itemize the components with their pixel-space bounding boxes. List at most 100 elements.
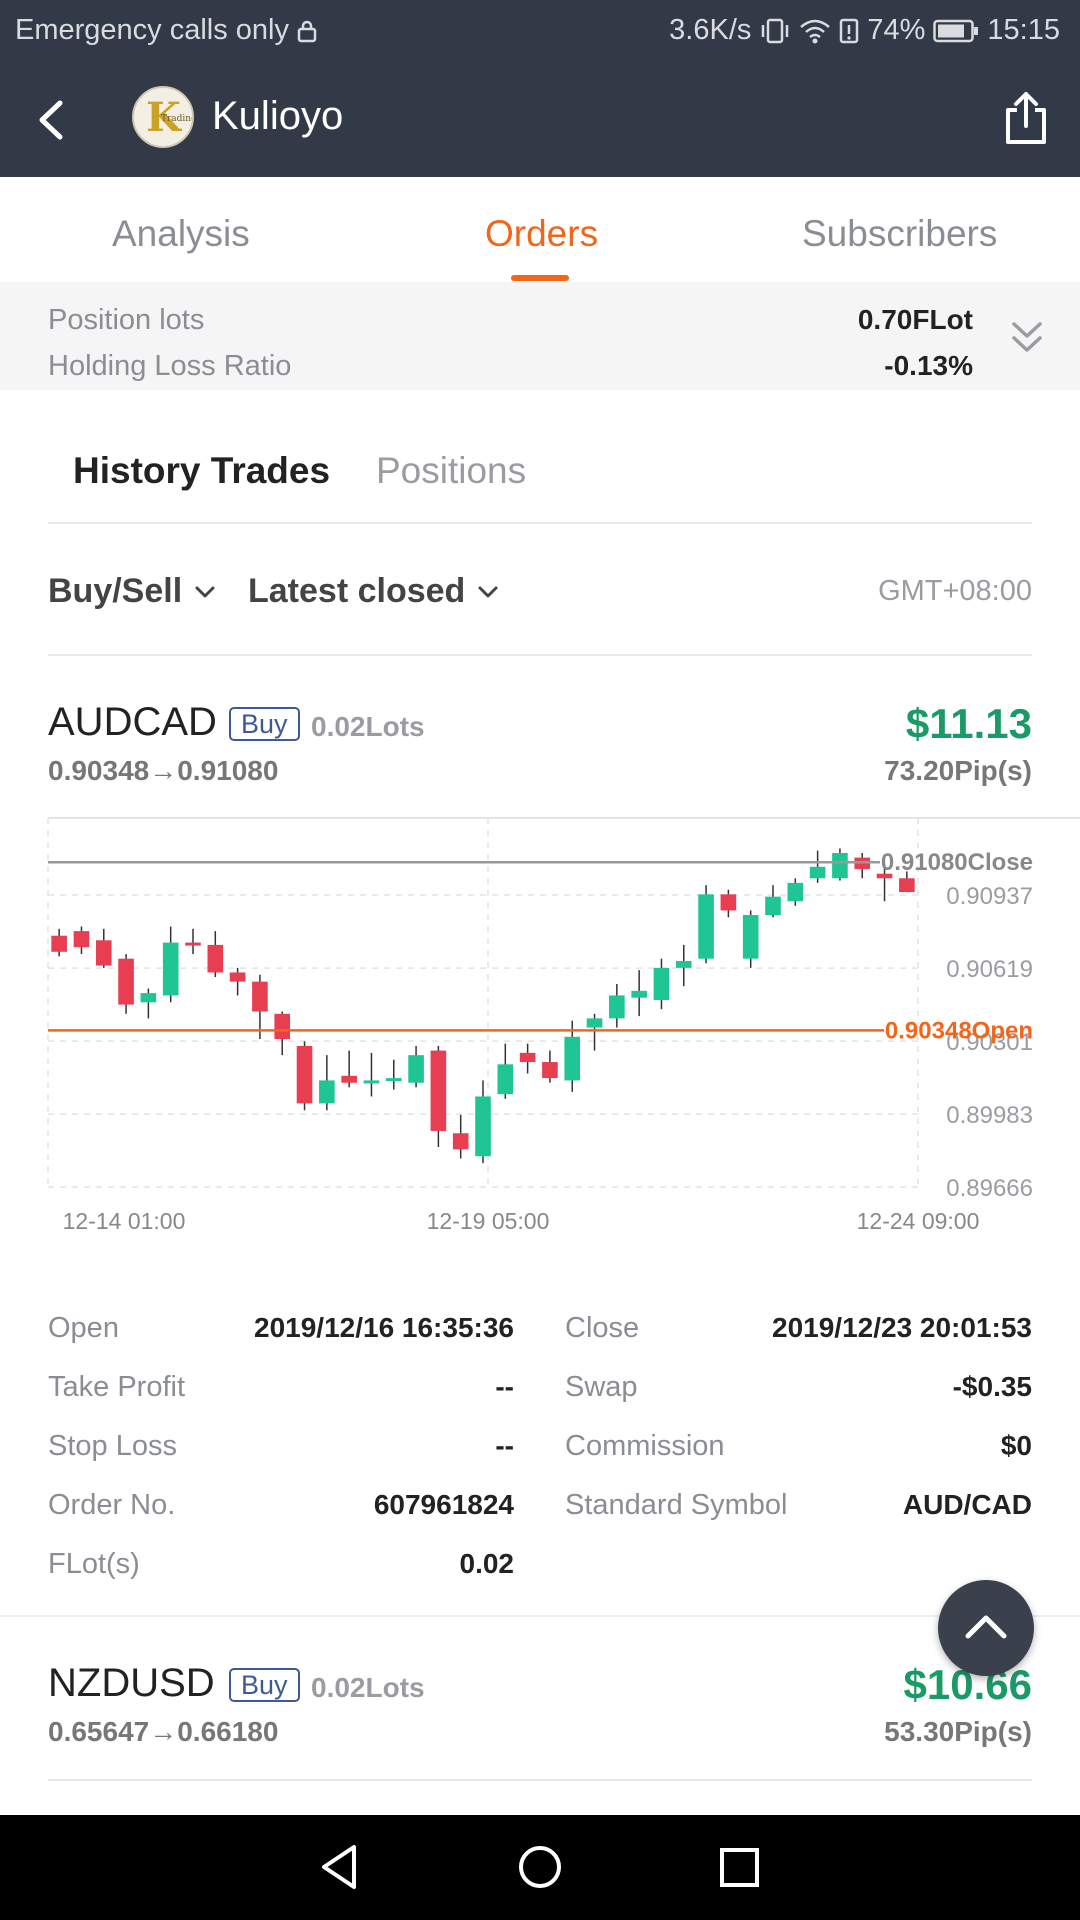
candle-up [363,1080,380,1084]
price-chart: 0.90937 0.90619 0.90301 0.89983 0.89666 12-14… [47,817,1080,1234]
sub-tabs: History Trades Positions [0,390,1080,523]
x-tick-label: 12-24 09:00 [857,1208,980,1234]
carrier-text: Emergency calls only [15,14,289,46]
flot-value: 0.02 [459,1548,515,1579]
avatar[interactable]: K Trading [132,86,194,148]
commission-label: Commission [565,1430,725,1462]
candle-up [385,1078,402,1082]
square-recents-icon[interactable] [710,1815,770,1920]
system-nav-bar [0,1815,1080,1920]
candle-down [73,931,90,948]
commission-value: $0 [1000,1430,1032,1461]
clock-time: 15:15 [987,14,1060,46]
sort-filter-label: Latest closed [248,572,466,610]
position-lots-label: Position lots [48,304,205,336]
swap-value: -$0.35 [952,1371,1032,1402]
position-lots-value: 0.70FLot [857,304,973,335]
candle-up [832,853,848,879]
take-profit-value: -- [495,1371,514,1402]
tab-history-trades[interactable]: History Trades [73,450,331,491]
chevron-down-icon [195,586,215,597]
trade-pips: 73.20Pip(s) [884,755,1032,786]
trade-lots: 0.02Lots [311,1672,425,1703]
candle-down [452,1133,469,1150]
candle-up [140,993,157,1003]
app-header: Emergency calls only 3.6K/s [0,0,1080,177]
trade-symbol: AUDCAD [48,700,217,744]
x-tick-label: 12-19 05:00 [427,1208,550,1234]
candle-down [207,944,224,973]
candle-up [475,1096,491,1157]
double-chevron-down-icon[interactable] [1010,318,1044,358]
timezone-label: GMT+08:00 [878,575,1032,607]
page-title: Kulioyo [212,94,344,138]
stop-loss-value: -- [495,1430,514,1461]
open-price-label: 0.90348Open [885,1017,1033,1044]
direction-filter-label: Buy/Sell [48,572,183,610]
candle-down [185,942,201,946]
divider [48,522,1032,524]
direction-filter[interactable]: Buy/Sell [48,572,216,611]
y-tick-label: 0.90937 [946,883,1033,910]
wifi-icon [800,19,831,43]
stop-loss-label: Stop Loss [48,1430,177,1462]
trade-pips: 53.30Pip(s) [884,1716,1032,1747]
trade-profit: $11.13 [905,700,1032,747]
order-number-label: Order No. [48,1489,176,1521]
divider [48,1779,1032,1781]
candle-down [519,1052,536,1063]
tab-analysis[interactable]: Analysis [112,213,250,254]
x-tick-label: 12-14 01:00 [63,1208,186,1234]
y-tick-label: 0.89983 [946,1102,1033,1129]
y-tick-label: 0.89666 [946,1175,1033,1202]
trade-price-range: 0.65647→0.66180 [48,1716,279,1747]
candle-down [876,873,893,879]
holding-loss-label: Holding Loss Ratio [48,350,292,382]
y-tick-label: 0.90301 [946,1029,1033,1056]
tab-orders[interactable]: Orders [485,213,599,254]
candle-up [564,1036,581,1081]
sort-filter[interactable]: Latest closed [248,572,499,611]
scroll-top-button[interactable] [938,1580,1034,1676]
order-number-value: 607961824 [373,1489,514,1520]
candle-down [95,940,112,966]
main-tabs: Analysis Orders Subscribers [0,177,1080,282]
standard-symbol-label: Standard Symbol [565,1489,788,1521]
standard-symbol-value: AUD/CAD [902,1489,1032,1520]
candle-up [809,866,826,879]
back-arrow-icon[interactable] [30,95,80,145]
candle-up [162,942,179,996]
candle-up [497,1064,514,1095]
candle-up [319,1080,335,1104]
battery-percent: 74% [867,14,926,46]
alert-sim-icon [840,18,859,43]
candle-down [720,894,737,911]
close-label: Close [565,1312,640,1344]
position-summary[interactable]: Position lots 0.70FLot Holding Loss Rati… [0,282,1080,390]
triangle-back-icon[interactable] [310,1815,370,1920]
network-speed: 3.6K/s [669,14,752,46]
candle-down [252,981,268,1012]
candle-up [787,882,804,902]
candle-up [631,990,647,998]
share-icon[interactable] [1000,90,1052,146]
tab-positions[interactable]: Positions [376,450,527,491]
trade-lots: 0.02Lots [311,711,425,742]
trade-price-range: 0.90348→0.91080 [48,755,279,786]
candle-down [542,1062,558,1079]
flot-label: FLot(s) [48,1548,140,1580]
active-tab-indicator [511,275,569,281]
candle-up [609,995,625,1019]
y-tick-label: 0.90619 [946,956,1033,983]
title-bar: K Trading Kulioyo [0,60,1080,177]
tab-subscribers[interactable]: Subscribers [802,213,998,254]
status-bar: Emergency calls only 3.6K/s [0,0,1080,60]
trade-side-badge: Buy [229,707,300,741]
trade-side-badge: Buy [229,1668,300,1702]
candle-up [698,894,714,959]
candle-up [586,1018,603,1028]
candle-down [341,1075,357,1083]
chevron-up-icon [965,1615,1007,1639]
circle-home-icon[interactable] [510,1815,570,1920]
open-value: 2019/12/16 16:35:36 [254,1312,514,1343]
